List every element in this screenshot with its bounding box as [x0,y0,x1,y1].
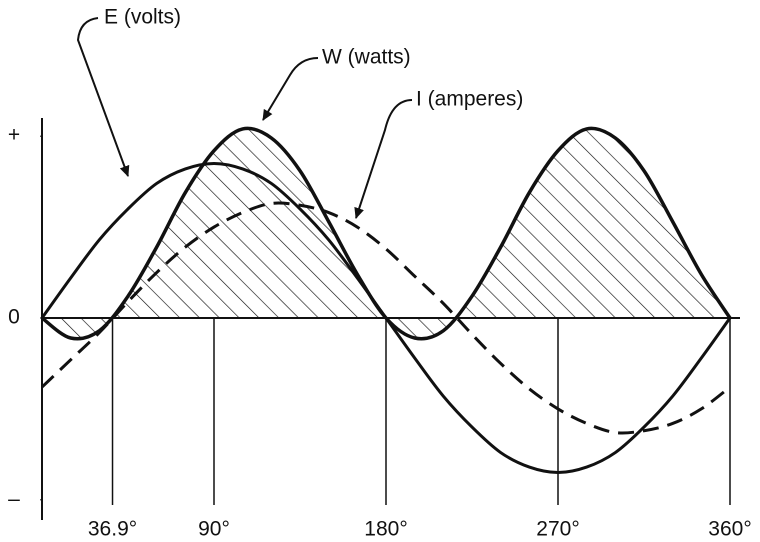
annotation-arrow [76,17,130,177]
annotation-arrow [262,57,319,121]
series-line [40,201,731,435]
plot-area [40,126,740,505]
y-tick-label: 0 [8,306,20,329]
annotation-arrow [354,99,413,219]
annotation: I (amperes) [416,88,523,111]
x-tick-label: 180° [364,518,407,541]
series-line [40,126,732,341]
y-tick-label: + [8,124,20,147]
x-tick-label: 270° [536,518,579,541]
x-tick-label: 90° [198,518,230,541]
annotation: W (watts) [322,46,411,69]
x-tick-label: 360° [708,518,751,541]
hatched-area [42,128,730,339]
y-tick-label: – [8,487,20,510]
annotation: E (volts) [104,6,181,29]
x-tick-label: 36.9° [88,518,137,541]
